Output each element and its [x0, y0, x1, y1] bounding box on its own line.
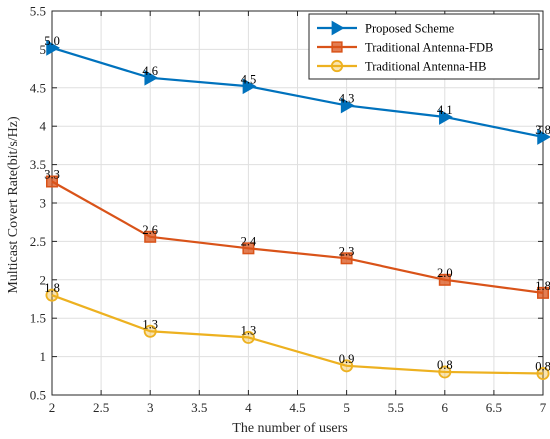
data-label: 1.3 — [241, 323, 257, 337]
y-tick-label: 1 — [40, 349, 47, 364]
data-point — [46, 40, 61, 56]
data-label: 1.8 — [535, 279, 550, 293]
data-label: 2.6 — [142, 223, 158, 237]
series-line — [51, 180, 544, 294]
data-label: 0.8 — [535, 359, 550, 373]
series-3 — [45, 288, 550, 380]
legend-item: Proposed Scheme — [317, 20, 455, 36]
data-point — [46, 175, 58, 188]
y-tick-label: 4.5 — [30, 80, 46, 95]
data-point — [536, 366, 550, 380]
legend-marker — [330, 59, 344, 73]
data-label: 3.8 — [535, 123, 550, 137]
data-point — [242, 78, 257, 95]
data-point — [45, 288, 59, 302]
x-tick-label: 6 — [442, 400, 449, 415]
x-tick-label: 6.5 — [486, 400, 502, 415]
data-point — [340, 97, 355, 114]
y-axis-label: Multicast Covert Rate(bit/s/Hz) — [6, 116, 21, 294]
data-label: 3.3 — [44, 167, 60, 181]
legend-marker — [331, 41, 343, 53]
data-point — [144, 230, 157, 243]
y-tick-label: 2.5 — [30, 234, 46, 249]
data-label: 0.9 — [339, 352, 355, 366]
y-tick-label: 3.5 — [30, 157, 46, 172]
x-tick-label: 3 — [147, 400, 154, 415]
data-point — [340, 359, 354, 373]
data-labels: 5.0 4.6 4.5 4.3 4.1 3.8 3.3 2.6 2.4 2.3 2.0 1.8 1.8 1… — [44, 34, 550, 374]
y-tick-label: 1.5 — [30, 311, 46, 326]
data-point — [143, 324, 157, 338]
data-label: 1.8 — [44, 281, 60, 295]
data-label: 5.0 — [44, 34, 60, 48]
data-label: 4.3 — [339, 91, 355, 105]
series-line — [51, 294, 544, 375]
legend-marker — [331, 20, 345, 36]
data-label: 0.8 — [437, 358, 453, 372]
legend-item: Traditional Antenna-HB — [317, 60, 486, 74]
y-tick-label: 4 — [40, 119, 47, 134]
data-label: 2.3 — [339, 244, 355, 258]
data-label: 2.4 — [241, 234, 257, 248]
series-1 — [46, 40, 550, 145]
x-tick-label: 5 — [343, 400, 350, 415]
x-tick-label: 2.5 — [93, 400, 109, 415]
data-label: 4.5 — [241, 72, 257, 86]
x-axis: 2 2.5 3 3.5 4 4.5 5 5.5 6 6.5 7 — [49, 11, 547, 415]
y-tick-label: 2 — [40, 272, 47, 287]
legend-item: Traditional Antenna-FDB — [317, 41, 493, 55]
y-tick-label: 0.5 — [30, 388, 46, 403]
data-point — [438, 273, 451, 286]
legend-label: Proposed Scheme — [365, 22, 455, 36]
data-label: 4.6 — [142, 64, 158, 78]
data-label: 2.0 — [437, 266, 453, 280]
legend-label: Traditional Antenna-FDB — [365, 41, 493, 55]
y-tick-label: 3 — [40, 196, 47, 211]
series-line — [51, 46, 544, 139]
legend-label: Traditional Antenna-HB — [365, 60, 486, 74]
data-point — [438, 365, 452, 379]
x-tick-label: 5.5 — [388, 400, 404, 415]
data-point — [340, 252, 353, 265]
y-tick-label: 5 — [40, 42, 47, 57]
x-tick-label: 4 — [245, 400, 252, 415]
data-label: 1.3 — [142, 317, 158, 331]
x-tick-label: 7 — [540, 400, 547, 415]
data-point — [537, 129, 550, 145]
series-2 — [46, 175, 549, 299]
data-point — [144, 69, 159, 86]
x-axis-label: The number of users — [232, 421, 347, 436]
data-point — [241, 330, 255, 344]
data-point — [242, 242, 255, 255]
data-point — [439, 109, 453, 125]
data-point — [537, 286, 549, 299]
x-tick-label: 2 — [49, 400, 56, 415]
legend: Proposed Scheme Traditional Antenna-FDB Tr… — [308, 13, 540, 80]
series-layer — [45, 40, 550, 380]
y-tick-label: 5.5 — [30, 4, 46, 19]
data-label: 4.1 — [437, 103, 453, 117]
x-tick-label: 4.5 — [289, 400, 305, 415]
y-axis: 0.5 1 1.5 2 2.5 3 3.5 4 4.5 5 5.5 — [30, 4, 543, 403]
x-tick-label: 3.5 — [191, 400, 207, 415]
